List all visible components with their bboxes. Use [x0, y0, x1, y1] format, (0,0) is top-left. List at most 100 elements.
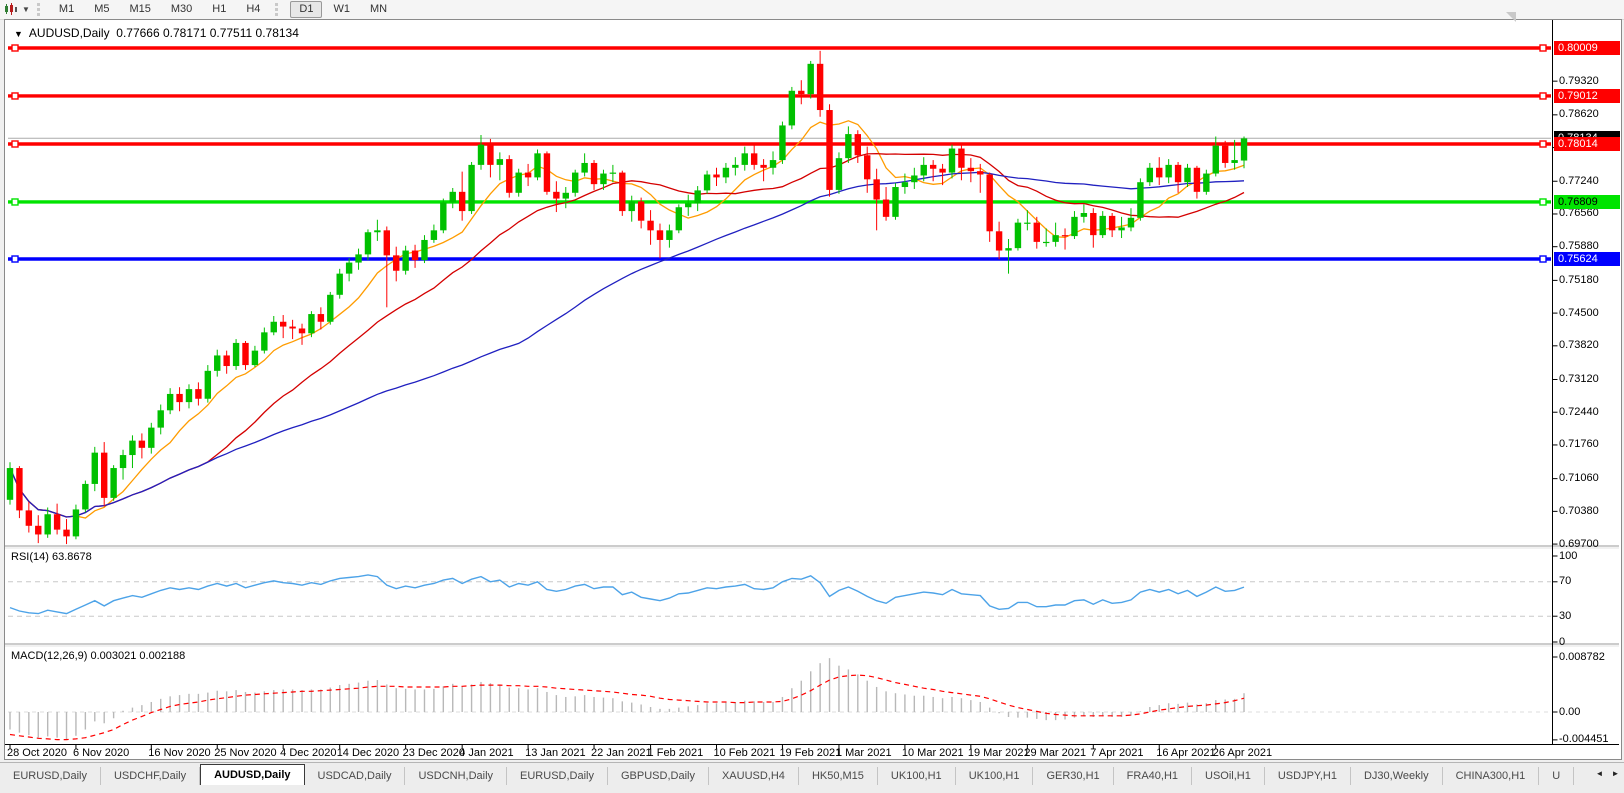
symbol-tab-usdchf-daily[interactable]: USDCHF,Daily [100, 767, 201, 786]
timeframe-button-w1[interactable]: W1 [333, 3, 350, 15]
candle-body [835, 158, 843, 190]
hline-right-handle-0.76809[interactable] [1539, 198, 1547, 206]
symbol-tab-usoil-h1[interactable]: USOil,H1 [1192, 767, 1265, 786]
rsi-indicator-label: RSI(14) 63.8678 [11, 551, 92, 563]
candle-body [1203, 173, 1210, 192]
candle-body [901, 182, 909, 188]
candle-body [110, 468, 117, 498]
candle-body [1146, 167, 1154, 183]
candle-body [317, 314, 325, 322]
candle-body [53, 514, 61, 530]
candle-body [562, 192, 569, 199]
candle-body [553, 191, 560, 199]
candle-body [157, 410, 164, 428]
date-axis-label: 13 Jan 2021 [525, 747, 586, 759]
rsi-line [9, 574, 1245, 615]
candle-body [986, 174, 993, 232]
chevron-down-icon[interactable]: ▼ [22, 5, 30, 14]
symbol-tab-usdjpy-h1[interactable]: USDJPY,H1 [1264, 767, 1351, 786]
date-axis-label: 26 Apr 2021 [1212, 747, 1273, 759]
candle-body [590, 162, 598, 185]
price-axis-label: 0.76560 [1559, 207, 1599, 220]
timeframe-button-m1[interactable]: M1 [58, 3, 75, 15]
symbol-tab-dj30-weekly[interactable]: DJ30,Weekly [1350, 767, 1443, 786]
hline-left-handle-0.78014[interactable] [11, 140, 19, 148]
price-label-support-blue[interactable]: 0.75624 [1554, 252, 1620, 266]
hline-left-handle-0.76809[interactable] [11, 198, 19, 206]
symbol-tab-usdcnh-daily[interactable]: USDCNH,Daily [405, 767, 508, 786]
candle-body [355, 254, 362, 263]
hline-left-handle-0.75624[interactable] [11, 255, 19, 263]
hline-right-handle-0.79012[interactable] [1539, 92, 1547, 100]
candle-body [251, 350, 259, 366]
candle-body [619, 172, 626, 212]
candle-body [939, 168, 946, 173]
hline-right-handle-0.78014[interactable] [1539, 140, 1547, 148]
candle-body [1033, 222, 1040, 242]
price-label-support-green[interactable]: 0.76809 [1554, 194, 1620, 209]
symbol-tab-eurusd-daily[interactable]: EURUSD,Daily [0, 767, 101, 786]
chart-title-symbol: AUDUSD,Daily [28, 26, 110, 40]
price-axis-label: 0.71060 [1559, 472, 1599, 485]
candle-body [750, 153, 758, 165]
candle-body [524, 172, 532, 178]
hline-left-handle-0.80009[interactable] [11, 44, 19, 52]
macd-signal-line [9, 674, 1245, 741]
hline-right-handle-0.75624[interactable] [1539, 255, 1547, 263]
hline-right-handle-0.80009[interactable] [1539, 44, 1547, 52]
symbol-tab-uk100-h1[interactable]: UK100,H1 [955, 767, 1034, 786]
candle-body [6, 468, 14, 500]
price-axis-label: 0.79320 [1559, 74, 1599, 87]
price-axis-label: 0.73120 [1559, 373, 1599, 385]
timeframe-button-mn[interactable]: MN [369, 3, 388, 15]
candle-body [873, 179, 880, 200]
tab-scroll-left-icon[interactable]: ◄ [1592, 766, 1607, 782]
symbol-tab-uk100-h1[interactable]: UK100,H1 [877, 767, 956, 786]
candle-body [421, 239, 428, 261]
price-label-resistance-1[interactable]: 0.80009 [1554, 41, 1620, 55]
candle-body [279, 321, 287, 327]
symbol-tab-gbpusd-daily[interactable]: GBPUSD,Daily [608, 767, 709, 786]
symbol-tab-china300-h1[interactable]: CHINA300,H1 [1442, 767, 1540, 786]
candle-body [458, 191, 466, 212]
candle-body [543, 153, 551, 192]
symbol-tab-audusd-daily[interactable]: AUDUSD,Daily [200, 764, 305, 786]
hline-left-handle-0.79012[interactable] [11, 92, 19, 100]
candle-body [534, 153, 541, 178]
symbol-tab-xauusd-h4[interactable]: XAUUSD,H4 [708, 767, 799, 786]
symbol-tab-hk50-m15[interactable]: HK50,M15 [798, 767, 878, 786]
symbol-tab-eurusd-daily[interactable]: EURUSD,Daily [507, 767, 608, 786]
candle-body [506, 159, 513, 193]
timeframe-button-m30[interactable]: M30 [170, 3, 193, 15]
tab-scroll-right-icon[interactable]: ► [1608, 766, 1623, 782]
symbol-tab-ger30-h1[interactable]: GER30,H1 [1033, 767, 1114, 786]
autoscroll-marker-icon[interactable] [1506, 12, 1516, 22]
timeframe-button-m5[interactable]: M5 [94, 3, 110, 15]
candle-body [1024, 222, 1031, 224]
timeframe-button-m15[interactable]: M15 [129, 3, 151, 15]
candle-body [1118, 227, 1125, 231]
symbol-tab-u[interactable]: U [1539, 767, 1575, 786]
timeframe-button-h4[interactable]: H4 [246, 3, 261, 15]
candle-body [345, 262, 353, 274]
price-axis-label: 0.69700 [1559, 537, 1599, 550]
symbol-tab-fra40-h1[interactable]: FRA40,H1 [1113, 767, 1193, 786]
timeframe-button-h1[interactable]: H1 [212, 3, 227, 15]
candle-body [119, 455, 127, 469]
candle-body [581, 162, 588, 173]
candle-body [402, 250, 409, 271]
candle-body [1052, 235, 1059, 242]
symbol-tab-usdcad-daily[interactable]: USDCAD,Daily [304, 767, 406, 786]
collapse-triangle-icon[interactable]: ▼ [14, 29, 23, 39]
timeframe-button-d1[interactable]: D1 [290, 1, 323, 18]
price-label-resistance-3[interactable]: 0.78014 [1554, 137, 1620, 151]
date-axis-label: 4 Dec 2020 [280, 747, 337, 759]
candle-body [1071, 216, 1078, 237]
candle-body [572, 172, 579, 193]
candlestick-chart-icon[interactable] [1, 2, 21, 17]
candle-body [223, 355, 230, 367]
date-axis-label: 25 Nov 2020 [214, 747, 277, 759]
candle-body [232, 342, 240, 367]
candle-body [600, 173, 607, 185]
price-label-resistance-2[interactable]: 0.79012 [1554, 88, 1620, 103]
